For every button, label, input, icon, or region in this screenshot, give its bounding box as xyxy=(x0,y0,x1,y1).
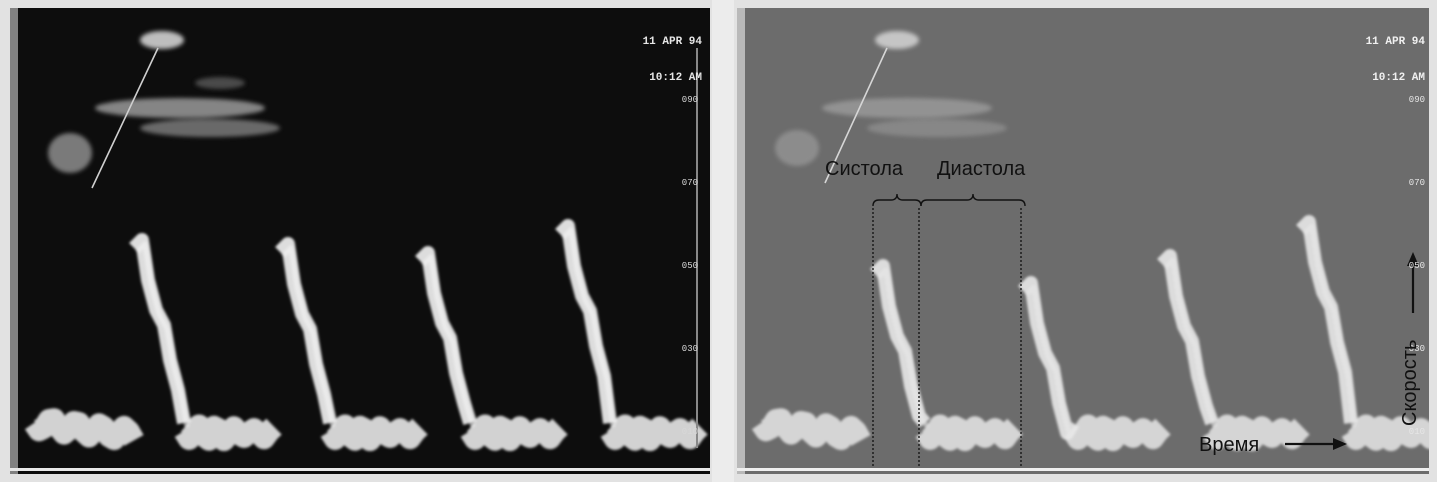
waveform-trace xyxy=(600,414,708,452)
waveform-trace xyxy=(1341,414,1429,452)
waveform-trace xyxy=(1296,215,1358,424)
doppler-right-panel: 11 APR 94 10:12 AM 090 070 050 030 010 С… xyxy=(737,8,1429,474)
doppler-left-panel: 11 APR 94 10:12 AM 090 070 050 030 010 xyxy=(10,8,710,474)
scale-tick-010: 010 xyxy=(1408,427,1425,437)
waveform-trace xyxy=(1024,284,1079,440)
time-stamp: 10:12 AM xyxy=(649,72,702,84)
waveform-trace xyxy=(915,414,1023,452)
waveform-trace xyxy=(561,227,616,428)
waveform-trace xyxy=(1063,414,1171,452)
systole-label: Систола xyxy=(825,158,904,180)
waveform-trace xyxy=(1302,223,1357,428)
time-arrow-icon xyxy=(1333,438,1347,450)
scale-tick-090: 090 xyxy=(1408,95,1425,105)
velocity-axis-label: Скорость xyxy=(1399,339,1421,426)
waveform-trace xyxy=(1202,414,1310,452)
waveform-trace xyxy=(281,245,336,428)
date-stamp: 11 APR 94 xyxy=(642,36,702,48)
waveform-trace xyxy=(275,237,337,425)
scale-tick-030: 030 xyxy=(681,344,698,354)
date-stamp: 11 APR 94 xyxy=(1365,36,1425,48)
cursor-line xyxy=(91,47,159,189)
scale-tick-090: 090 xyxy=(681,95,698,105)
scale-tick-050: 050 xyxy=(1408,261,1425,271)
cursor-line xyxy=(824,47,888,184)
waveform-trace xyxy=(135,241,190,428)
waveform-trace xyxy=(751,408,871,451)
doppler-right-image xyxy=(737,8,1429,474)
waveform-trace xyxy=(460,414,568,452)
scale-tick-070: 070 xyxy=(681,178,698,188)
waveform-trace xyxy=(320,414,428,452)
velocity-arrow-icon xyxy=(1407,252,1419,266)
waveform-trace xyxy=(421,254,476,428)
waveform-trace xyxy=(876,267,930,429)
time-stamp: 10:12 AM xyxy=(1372,72,1425,84)
panel-divider xyxy=(712,0,734,482)
scale-tick-010: 010 xyxy=(681,427,698,437)
diastole-label: Диастола xyxy=(937,158,1026,180)
systole-brace xyxy=(872,193,922,207)
waveform-trace xyxy=(129,233,191,425)
waveform-trace xyxy=(174,414,282,452)
date-time-stamp: 11 APR 94 10:12 AM xyxy=(1366,12,1425,108)
waveform-trace xyxy=(555,219,617,424)
scale-tick-050: 050 xyxy=(681,261,698,271)
waveform-trace xyxy=(24,408,144,451)
diastole-brace xyxy=(920,193,1026,207)
scale-tick-070: 070 xyxy=(1408,178,1425,188)
waveform-trace xyxy=(1163,257,1218,428)
scale-tick-030: 030 xyxy=(1408,344,1425,354)
doppler-left-image xyxy=(10,8,710,474)
time-axis-label: Время xyxy=(1199,434,1260,456)
date-time-stamp: 11 APR 94 10:12 AM xyxy=(643,12,702,108)
